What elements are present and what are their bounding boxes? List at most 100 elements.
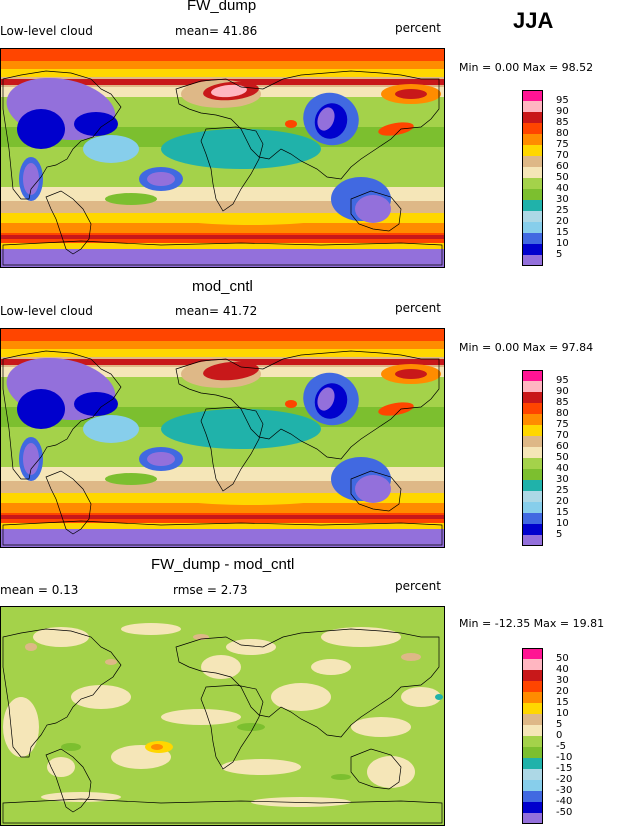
field-patch	[83, 135, 139, 163]
latitude-band	[1, 503, 444, 513]
difference-patch	[351, 717, 411, 737]
colorbar-swatch	[522, 535, 543, 546]
panel-2-units-label: percent	[395, 301, 441, 315]
colorbar-label: 30	[556, 194, 569, 205]
field-patch	[105, 193, 157, 205]
colorbar-label: 70	[556, 430, 569, 441]
difference-patch	[25, 643, 37, 651]
colorbar-label: 5	[556, 529, 563, 540]
panel-3-mean-label: mean = 0.13	[0, 583, 79, 597]
panel-1-variable-label: Low-level cloud	[0, 24, 93, 38]
colorbar-swatch	[522, 425, 543, 436]
panel-2-title: mod_cntl	[192, 278, 253, 295]
coastline	[45, 190, 92, 255]
colorbar-label: 70	[556, 150, 569, 161]
panel-3-min-max: Min = -12.35 Max = 19.81	[459, 617, 605, 630]
difference-patch	[201, 655, 241, 679]
colorbar-swatch	[522, 447, 543, 458]
colorbar-swatch	[522, 480, 543, 491]
colorbar-swatch	[522, 222, 543, 233]
colorbar-label: -10	[556, 752, 573, 763]
field-patch	[378, 122, 414, 136]
panel-2-min-max: Min = 0.00 Max = 97.84	[459, 341, 594, 354]
difference-patch	[3, 697, 39, 757]
colorbar-swatch	[522, 123, 543, 134]
colorbar-swatch	[522, 167, 543, 178]
latitude-band	[1, 223, 444, 233]
latitude-band	[1, 349, 444, 357]
colorbar-swatch	[522, 513, 543, 524]
field-patch	[83, 415, 139, 443]
field-patch	[355, 195, 391, 223]
colorbar-swatch	[522, 255, 543, 266]
colorbar-label: 85	[556, 117, 569, 128]
field-patch	[181, 493, 321, 505]
colorbar-label: -40	[556, 796, 573, 807]
colorbar-label: 25	[556, 205, 569, 216]
colorbar-label: 30	[556, 675, 569, 686]
field-patch	[355, 475, 391, 503]
panel-2-variable-label: Low-level cloud	[0, 304, 93, 318]
colorbar-label: -15	[556, 763, 573, 774]
panel-1-min-max: Min = 0.00 Max = 98.52	[459, 61, 594, 74]
colorbar-swatch	[522, 802, 543, 813]
field-patch	[317, 387, 335, 411]
colorbar-swatch	[522, 681, 543, 692]
difference-patch	[47, 757, 75, 777]
colorbar-swatch	[522, 370, 543, 381]
field-patch	[211, 84, 247, 98]
field-patch	[378, 402, 414, 416]
difference-patch	[226, 639, 276, 655]
colorbar-swatch	[522, 758, 543, 769]
panel-1-map	[0, 48, 445, 268]
colorbar-swatch	[522, 134, 543, 145]
colorbar-label: -30	[556, 785, 573, 796]
coastline	[200, 684, 264, 770]
field-patch	[395, 89, 427, 99]
colorbar-label: -20	[556, 774, 573, 785]
colorbar-label: 20	[556, 496, 569, 507]
colorbar-swatch	[522, 211, 543, 222]
difference-patch	[61, 743, 81, 751]
colorbar-swatch	[522, 813, 543, 824]
colorbar-swatch	[522, 692, 543, 703]
field-patch	[285, 400, 297, 408]
difference-patch	[435, 694, 443, 700]
colorbar-swatch	[522, 244, 543, 255]
panel-1-title: FW_dump	[187, 0, 257, 14]
difference-patch	[161, 709, 241, 725]
colorbar-label: 5	[556, 719, 563, 730]
difference-patch	[237, 723, 265, 731]
colorbar-swatch	[522, 714, 543, 725]
colorbar-label: 15	[556, 227, 569, 238]
field-patch	[17, 389, 65, 429]
coastline	[2, 70, 122, 200]
field-patch	[74, 112, 118, 136]
colorbar-swatch	[522, 414, 543, 425]
coastline	[200, 406, 264, 492]
difference-patch	[151, 744, 163, 750]
difference-patch	[71, 685, 131, 709]
colorbar-swatch	[522, 101, 543, 112]
colorbar-swatch	[522, 670, 543, 681]
colorbar-swatch	[522, 458, 543, 469]
field-patch	[211, 364, 247, 378]
colorbar-swatch	[522, 233, 543, 244]
colorbar-swatch	[522, 403, 543, 414]
colorbar-swatch	[522, 769, 543, 780]
season-label: JJA	[513, 8, 554, 33]
colorbar-swatch	[522, 392, 543, 403]
field-patch	[17, 109, 65, 149]
field-patch	[395, 369, 427, 379]
difference-patch	[331, 774, 351, 780]
panel-2-mean-label: mean= 41.72	[175, 304, 258, 318]
colorbar-swatch	[522, 90, 543, 101]
difference-patch	[311, 659, 351, 675]
difference-patch	[401, 653, 421, 661]
field-patch	[181, 213, 321, 225]
colorbar-label: 60	[556, 441, 569, 452]
colorbar-swatch	[522, 200, 543, 211]
colorbar-label: 10	[556, 238, 569, 249]
colorbar-label: 40	[556, 183, 569, 194]
colorbar-swatch	[522, 780, 543, 791]
